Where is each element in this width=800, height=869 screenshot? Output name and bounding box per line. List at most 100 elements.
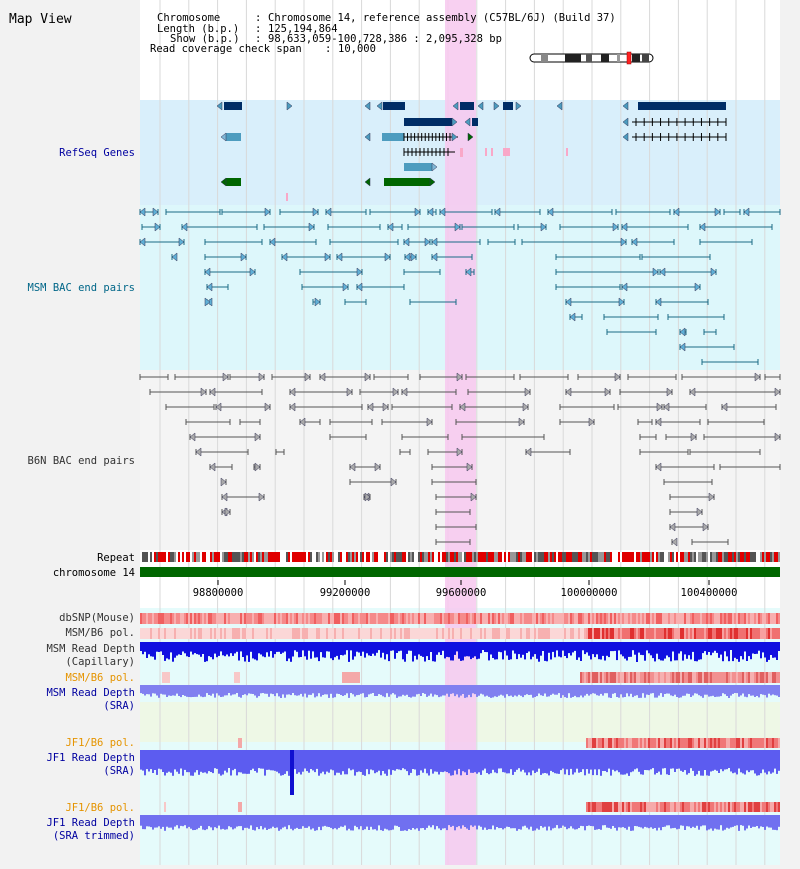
gene-exon <box>460 102 474 110</box>
msm-sra-bar <box>600 685 602 694</box>
msm-depth-bar <box>756 642 758 654</box>
repeat-segment <box>354 552 356 562</box>
jf1-sra-bar <box>164 750 166 776</box>
repeat-segment <box>308 552 310 562</box>
jf1-sra-bar <box>488 750 490 775</box>
msm-pol-cell <box>730 628 732 639</box>
msm-depth-bar <box>154 642 156 660</box>
msm-sra-bar <box>492 685 494 698</box>
track-label-msm-depth-sra-sub: (SRA) <box>103 700 135 712</box>
msm-pol-cell <box>420 628 422 639</box>
msm-sra-bar <box>160 685 162 694</box>
msm-depth-bar <box>634 642 636 655</box>
msm-depth-bar <box>736 642 738 660</box>
jf1-trim-bar <box>552 815 554 829</box>
msm-sra-bar <box>392 685 394 694</box>
msm-depth-bar <box>762 642 764 653</box>
repeat-segment <box>180 552 182 562</box>
jf1-trim-bar <box>332 815 334 830</box>
msm-pol-cell <box>198 628 200 639</box>
msm-pol-cell <box>158 628 160 639</box>
dbsnp-cell <box>266 613 268 624</box>
jf1-trim-bar <box>718 815 720 830</box>
msm-depth-bar <box>744 642 746 652</box>
msm-pol-cell <box>292 628 294 639</box>
msm-pol-cell <box>390 628 392 639</box>
track-label-jf1-b6-pol-2[interactable]: JF1/B6 pol. <box>65 802 135 814</box>
jf1-pol-cell <box>606 738 608 748</box>
jf1-trim-bar <box>680 815 682 826</box>
jf1-trim-bar <box>532 815 534 831</box>
msm-pol-cell <box>478 628 480 639</box>
dbsnp-cell <box>718 613 720 624</box>
msm-sra-bar <box>662 685 664 697</box>
jf1-sra-bar <box>764 750 766 773</box>
repeat-segment <box>564 552 566 562</box>
msm-depth-bar <box>758 642 760 651</box>
msm-depth-bar <box>768 642 770 660</box>
jf1-trim-bar <box>162 815 164 827</box>
track-label-msm-depth-cap[interactable]: MSM Read Depth <box>46 643 135 655</box>
dbsnp-cell <box>674 613 676 624</box>
msm-pol-cell <box>558 628 560 639</box>
track-label-jf1-depth-trim[interactable]: JF1 Read Depth <box>46 817 135 829</box>
msm-sra-bar <box>468 685 470 695</box>
msm-pol2-cell <box>356 672 358 683</box>
repeat-segment <box>630 552 632 562</box>
jf1-pol-cell <box>778 738 780 748</box>
chromosome-ideogram[interactable] <box>529 51 654 65</box>
track-label-jf1-depth-sra[interactable]: JF1 Read Depth <box>46 752 135 764</box>
repeat-segment <box>176 552 178 562</box>
gene-arrow <box>565 387 572 397</box>
gene-arrow <box>342 282 349 292</box>
repeat-segment <box>294 552 296 562</box>
track-label-msm-bac[interactable]: MSM BAC end pairs <box>28 282 135 294</box>
track-label-msm-b6-pol[interactable]: MSM/B6 pol. <box>65 627 135 639</box>
repeat-segment <box>744 552 746 562</box>
jf1-trim-bar <box>648 815 650 829</box>
msm-pol2-cell <box>616 672 618 683</box>
repeat-segment <box>272 552 274 562</box>
msm-depth-bar <box>430 642 432 652</box>
gene-arrow <box>659 267 666 277</box>
gene-fragment <box>503 148 510 156</box>
msm-depth-bar <box>574 642 576 651</box>
msm-depth-bar <box>240 642 242 652</box>
jf1-sra-bar <box>732 750 734 774</box>
track-label-msm-b6-pol-2[interactable]: MSM/B6 pol. <box>65 672 135 684</box>
track-label-refseq[interactable]: RefSeq Genes <box>59 147 135 159</box>
jf1-sra-bar <box>430 750 432 770</box>
msm-sra-bar <box>574 685 576 696</box>
track-label-msm-depth-sra[interactable]: MSM Read Depth <box>46 687 135 699</box>
track-label-jf1-b6-pol[interactable]: JF1/B6 pol. <box>65 737 135 749</box>
msm-pol2-cell <box>772 672 774 683</box>
jf1-pol2-cell <box>720 802 722 812</box>
repeat-segment <box>728 552 730 562</box>
msm-pol-cell <box>360 628 362 639</box>
jf1-pol2-cell <box>602 802 604 812</box>
msm-depth-bar <box>658 642 660 660</box>
dbsnp-cell <box>454 613 456 624</box>
msm-depth-bar <box>714 642 716 651</box>
jf1-trim-bar <box>594 815 596 830</box>
msm-sra-bar <box>484 685 486 697</box>
track-label-dbsnp[interactable]: dbSNP(Mouse) <box>59 612 135 624</box>
msm-pol-cell <box>760 628 762 639</box>
jf1-pol-cell <box>710 738 712 748</box>
gene-arrow <box>324 252 331 262</box>
highlight-region <box>445 0 476 865</box>
jf1-pol-cell <box>630 738 632 748</box>
msm-depth-bar <box>446 642 448 657</box>
msm-pol-cell <box>444 628 446 639</box>
msm-pol2-cell <box>734 672 736 683</box>
show-label: Show (b.p.) <box>170 33 240 45</box>
track-label-b6n-bac[interactable]: B6N BAC end pairs <box>28 455 135 467</box>
msm-pol-cell <box>418 628 420 639</box>
jf1-trim-bar <box>212 815 214 831</box>
repeat-segment <box>346 552 348 562</box>
msm-depth-bar <box>384 642 386 660</box>
dbsnp-cell <box>282 613 284 624</box>
repeat-segment <box>344 552 346 562</box>
msm-pol2-cell <box>750 672 752 683</box>
